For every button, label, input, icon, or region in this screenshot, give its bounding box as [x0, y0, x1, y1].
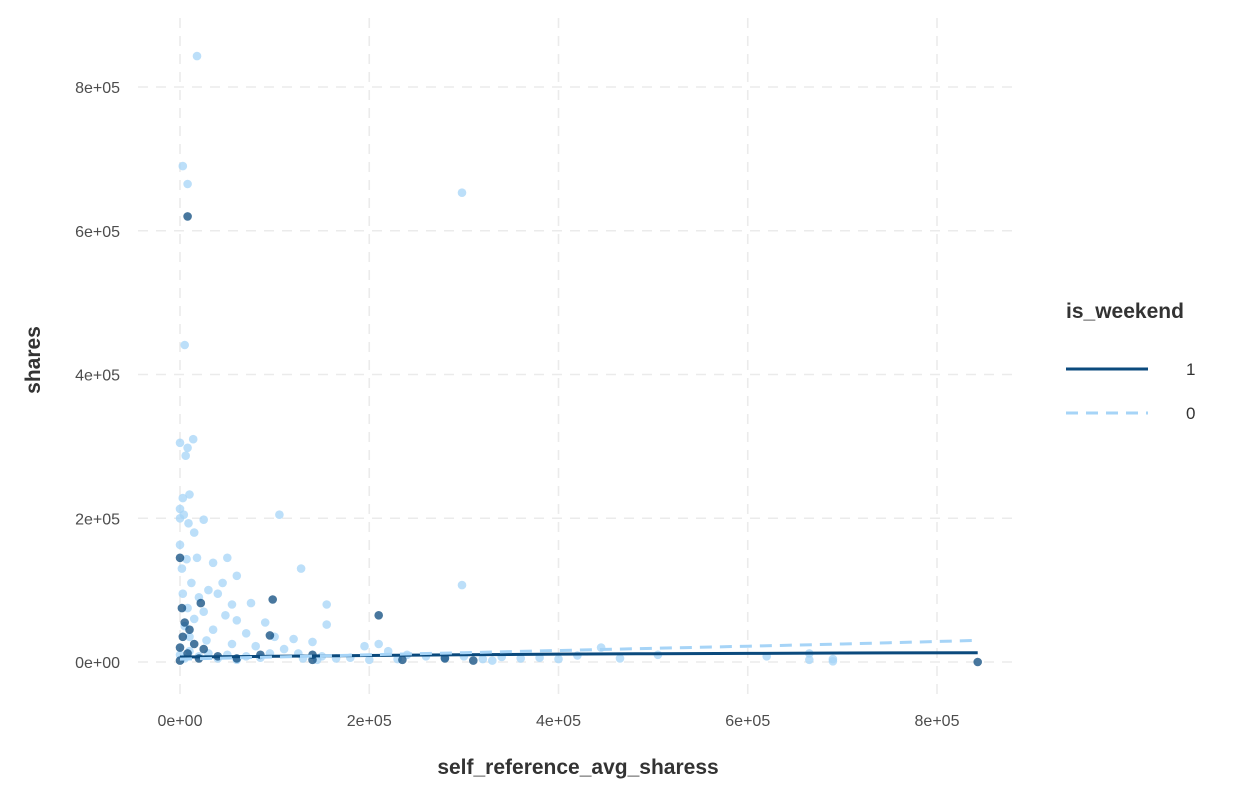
- point-series-0-22: [208, 558, 218, 568]
- series-0-points: [175, 51, 838, 666]
- y-tick-label-3: 6e+05: [75, 224, 120, 241]
- point-series-0-67: [516, 654, 525, 663]
- point-series-0-48: [308, 637, 317, 647]
- trend-lines: [179, 638, 978, 661]
- point-series-0-33: [227, 600, 237, 609]
- point-series-0-41: [322, 620, 332, 629]
- point-series-1-6: [180, 618, 189, 627]
- point-series-0-3: [457, 188, 467, 197]
- y-tick-label-0: 0e+00: [75, 655, 120, 672]
- y-tick-label-1: 2e+05: [75, 511, 120, 528]
- x-axis-tick-labels: 0e+00 2e+05 4e+05 6e+05 8e+05: [158, 713, 960, 730]
- point-series-0-53: [279, 644, 289, 654]
- point-series-0-40: [260, 618, 270, 627]
- point-series-0-51: [227, 639, 237, 649]
- point-series-0-18: [175, 540, 185, 550]
- point-series-0-38: [221, 611, 230, 620]
- point-series-1-4: [175, 553, 185, 563]
- x-tick-label-3: 6e+05: [725, 713, 770, 730]
- point-series-0-50: [202, 636, 211, 645]
- point-series-0-2: [183, 179, 192, 189]
- series-1-points: [175, 212, 982, 667]
- point-series-0-29: [204, 585, 213, 595]
- point-series-0-42: [189, 614, 199, 624]
- y-axis-tick-labels: 0e+00 2e+05 4e+05 6e+05 8e+05: [75, 80, 120, 672]
- point-series-0-19: [192, 553, 202, 563]
- y-tick-label-4: 8e+05: [75, 80, 120, 97]
- point-series-1-1: [196, 598, 206, 608]
- legend-title: is_weekend: [1066, 300, 1184, 323]
- point-series-0-27: [457, 580, 467, 590]
- point-series-0-37: [199, 607, 208, 616]
- point-series-1-21: [469, 656, 478, 665]
- point-series-0-49: [185, 632, 194, 642]
- point-series-0-28: [187, 578, 196, 588]
- legend-label-0: 0: [1186, 404, 1195, 423]
- grid-lines: [138, 18, 1018, 700]
- point-series-0-14: [175, 514, 185, 523]
- point-series-0-39: [232, 616, 242, 625]
- point-series-1-11: [175, 643, 185, 652]
- trend-line-0: [179, 638, 978, 661]
- point-series-0-15: [199, 515, 208, 524]
- point-series-0-91: [488, 656, 497, 665]
- point-series-0-59: [374, 639, 384, 649]
- x-tick-label-1: 2e+05: [347, 713, 392, 730]
- point-series-0-13: [275, 510, 284, 519]
- x-tick-label-4: 8e+05: [915, 713, 960, 730]
- point-series-0-5: [188, 434, 198, 444]
- legend-label-1: 1: [1186, 360, 1195, 379]
- point-series-0-10: [178, 493, 188, 503]
- point-series-0-30: [178, 589, 188, 598]
- legend: is_weekend 1 0: [1066, 300, 1195, 423]
- point-series-0-93: [805, 655, 814, 665]
- point-series-1-19: [398, 655, 407, 665]
- point-series-0-9: [185, 490, 194, 499]
- point-series-1-22: [973, 657, 982, 667]
- x-tick-label-0: 0e+00: [158, 713, 203, 730]
- point-series-0-32: [213, 589, 223, 598]
- point-series-0-89: [365, 655, 374, 665]
- point-series-0-34: [246, 598, 256, 608]
- point-series-0-7: [183, 443, 192, 453]
- point-series-1-13: [265, 631, 275, 640]
- x-axis-title: self_reference_avg_sharess: [437, 756, 718, 779]
- point-series-0-16: [184, 519, 193, 528]
- point-series-0-6: [175, 438, 185, 448]
- point-series-0-4: [180, 340, 189, 350]
- point-series-0-26: [218, 578, 227, 588]
- y-tick-label-2: 4e+05: [75, 368, 120, 385]
- point-series-0-24: [296, 564, 306, 573]
- point-series-1-8: [178, 632, 188, 642]
- point-series-0-23: [177, 564, 187, 573]
- point-series-0-94: [828, 657, 838, 666]
- point-series-0-35: [322, 600, 332, 609]
- point-series-0-47: [289, 634, 298, 644]
- x-tick-label-2: 4e+05: [536, 713, 581, 730]
- point-series-0-25: [232, 571, 242, 581]
- point-series-0-45: [241, 629, 251, 638]
- point-series-0-44: [208, 625, 218, 634]
- point-series-0-65: [478, 654, 488, 664]
- point-series-1-10: [199, 644, 208, 654]
- point-series-0-58: [360, 641, 369, 651]
- point-series-1-9: [189, 639, 199, 649]
- point-series-1-3: [374, 611, 384, 620]
- point-series-0-21: [223, 553, 232, 563]
- point-series-0-52: [251, 641, 260, 651]
- point-series-1-7: [185, 625, 194, 634]
- point-series-0-20: [182, 554, 191, 564]
- point-series-0-68: [554, 654, 563, 664]
- point-series-1-5: [177, 603, 187, 613]
- point-series-0-8: [181, 451, 190, 461]
- point-series-0-0: [192, 51, 202, 61]
- point-series-0-71: [615, 654, 625, 663]
- point-series-1-0: [183, 212, 192, 221]
- point-series-1-2: [268, 595, 278, 604]
- point-series-0-1: [178, 161, 188, 171]
- y-axis-title: shares: [22, 326, 45, 394]
- point-series-0-17: [189, 528, 199, 537]
